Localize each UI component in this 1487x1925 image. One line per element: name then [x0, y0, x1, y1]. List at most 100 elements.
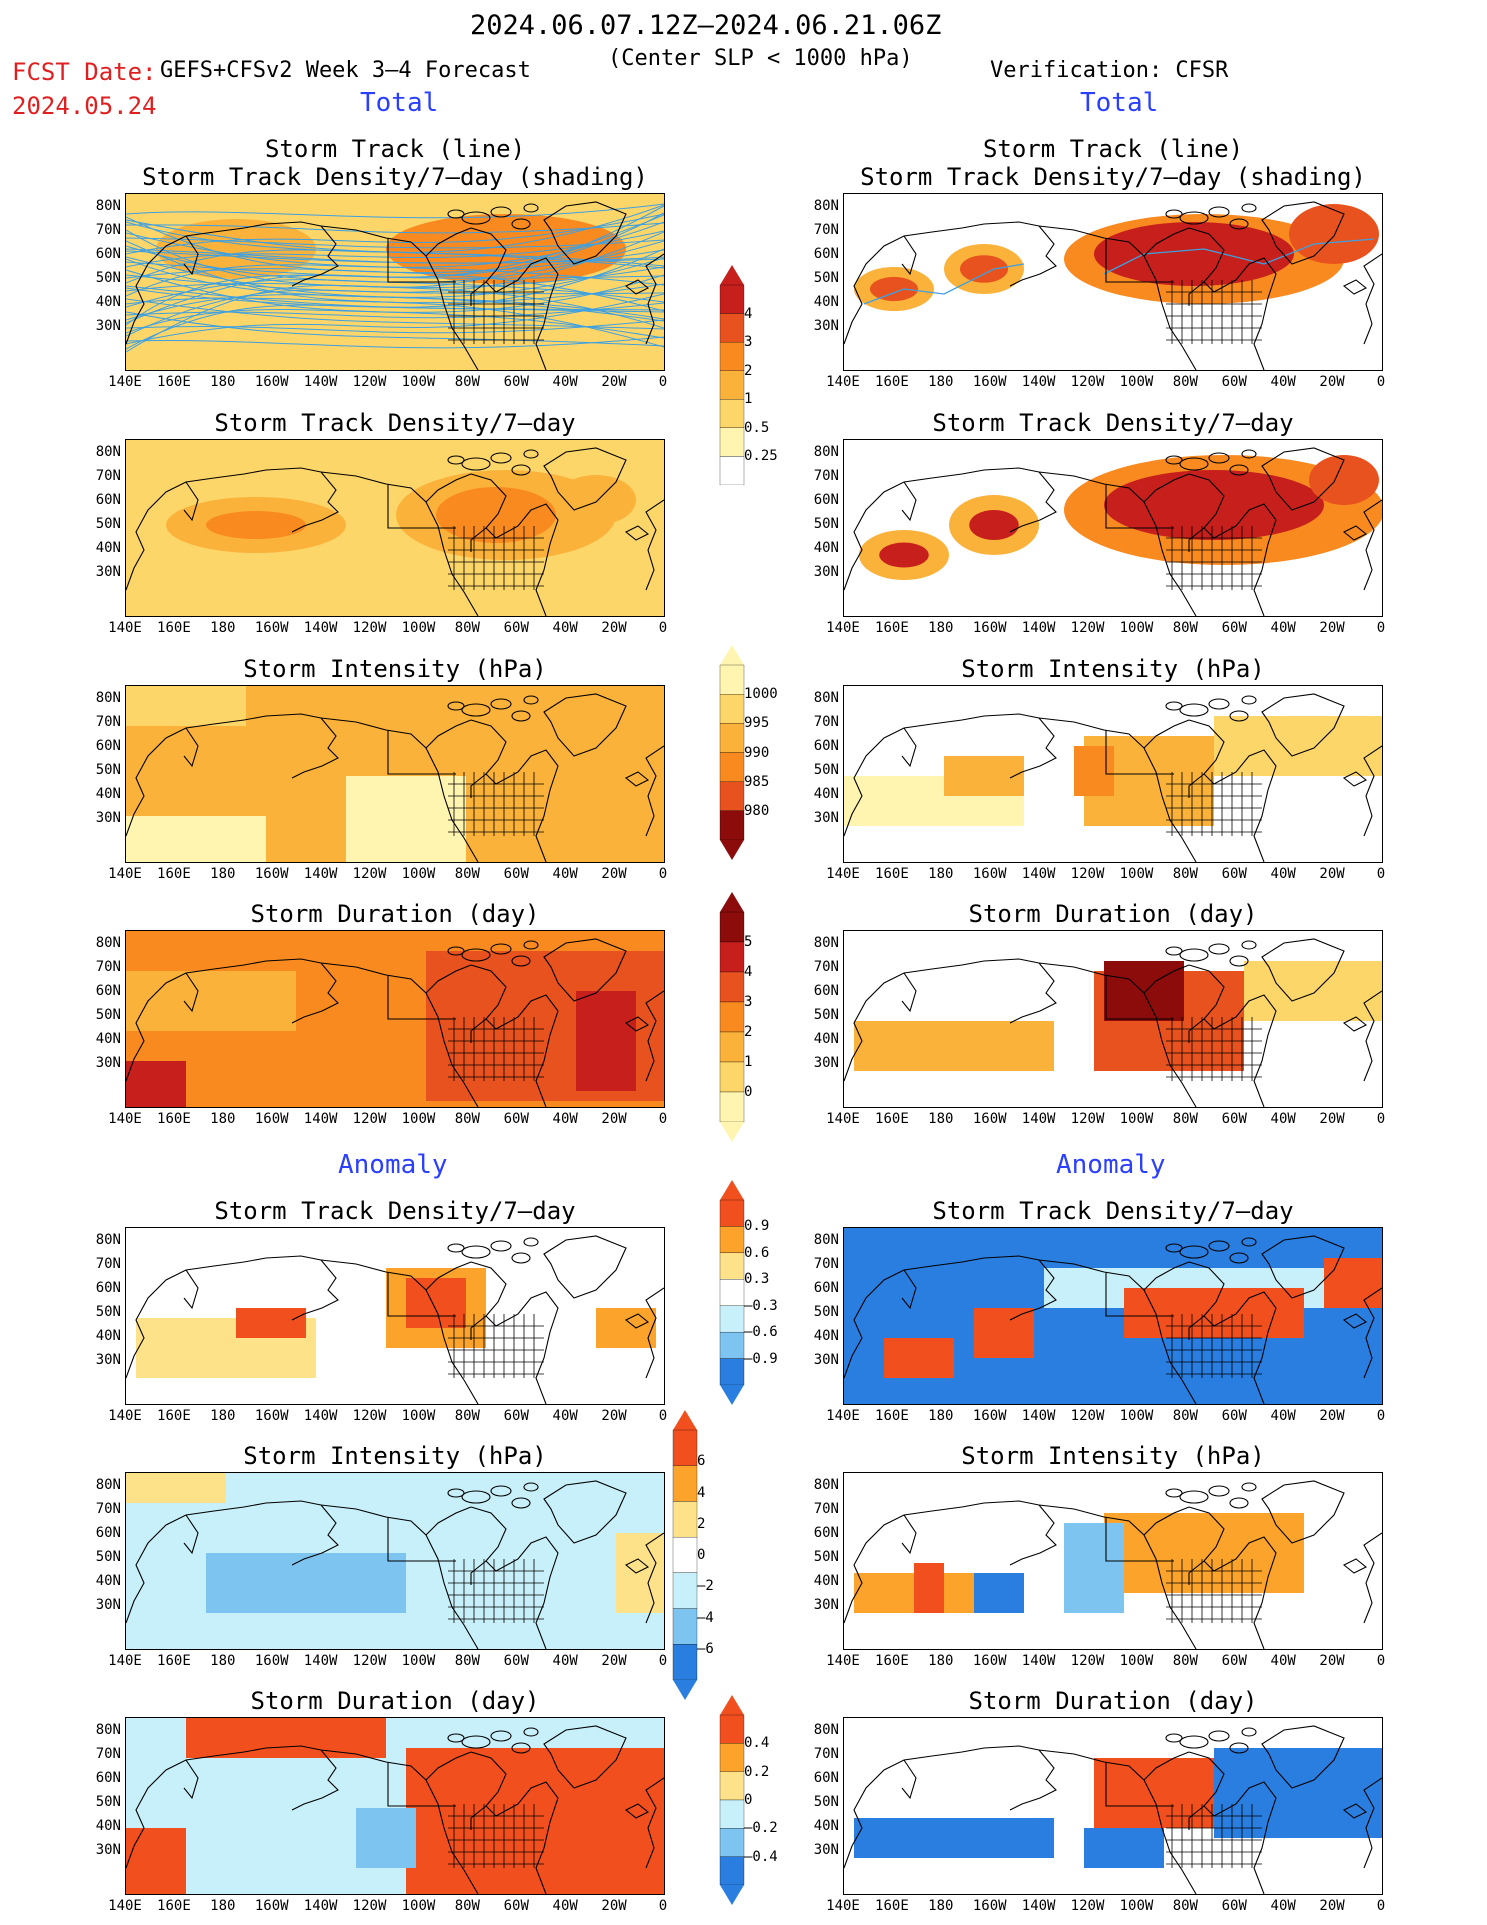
lon-label-100w: 100W [401, 1898, 436, 1914]
lon-label-140w: 140W [1021, 1111, 1056, 1127]
lon-label-120w: 120W [352, 1408, 387, 1424]
lon-label-180: 180 [928, 374, 954, 390]
panel-track-cfsr [843, 193, 1383, 371]
lat-label-50n: 50N [95, 1304, 121, 1320]
colorbar-intensity-total-seg-5 [719, 810, 745, 841]
cfsr-ai-neg [1064, 1523, 1124, 1613]
lon-label-100w: 100W [401, 374, 436, 390]
lon-label-40w: 40W [552, 1408, 578, 1424]
lon-label-140w: 140W [303, 1408, 338, 1424]
lon-label-120w: 120W [1070, 1111, 1105, 1127]
period-title: 2024.06.07.12Z–2024.06.21.06Z [470, 10, 942, 41]
lon-label-160e: 160E [875, 1111, 909, 1127]
colorbar-intensity-total-cap-top [720, 645, 744, 665]
dur-w [126, 971, 296, 1031]
lon-label-160w: 160W [254, 1898, 289, 1914]
lon-label-120w: 120W [352, 866, 387, 882]
lat-label-70n: 70N [813, 1501, 839, 1517]
lon-label-160e: 160E [875, 1898, 909, 1914]
lat-label-80n: 80N [813, 444, 839, 460]
colorbar-density-total-label: 0.25 [744, 448, 778, 465]
panel-duration-fcst-map [126, 931, 664, 1107]
lon-label-160e: 160E [875, 1653, 909, 1669]
colorbar-intensity-anom-seg-1 [672, 1465, 698, 1502]
colorbar-duration-total-label: 4 [744, 964, 753, 980]
lat-label-30n: 30N [95, 1055, 121, 1071]
lon-label-140e: 140E [108, 1111, 142, 1127]
lon-label-120w: 120W [1070, 620, 1105, 636]
lon-label-120w: 120W [352, 620, 387, 636]
cfsr-dur-pac [854, 1021, 1054, 1071]
lat-label-60n: 60N [95, 1525, 121, 1541]
lat-label-80n: 80N [813, 1232, 839, 1248]
lon-label-40w: 40W [1270, 374, 1296, 390]
colorbar-density-total-seg-0 [719, 284, 745, 314]
coastlines [126, 693, 664, 862]
title-anom-duration-right: Storm Duration (day) [968, 1687, 1258, 1715]
panel-duration-cfsr-map [844, 938, 1382, 1107]
lat-label-40n: 40N [813, 786, 839, 802]
colorbar-density-total-cap-top [720, 265, 744, 285]
lon-label-60w: 60W [1221, 1653, 1247, 1669]
cfsr-anom-pac2 [974, 1308, 1034, 1358]
lat-label-50n: 50N [813, 762, 839, 778]
lon-label-0: 0 [658, 1111, 668, 1127]
lon-label-140e: 140E [108, 620, 142, 636]
lon-label-120w: 120W [1070, 374, 1105, 390]
lon-label-140w: 140W [303, 374, 338, 390]
colorbar-duration-total [719, 892, 745, 1142]
colorbar-intensity-total-seg-3 [719, 752, 745, 782]
colorbar-density-total-seg-3 [719, 370, 745, 400]
lon-label-140e: 140E [826, 1898, 860, 1914]
coastlines [126, 938, 664, 1107]
lon-label-160e: 160E [157, 866, 191, 882]
lat-label-60n: 60N [813, 983, 839, 999]
lat-label-50n: 50N [95, 1549, 121, 1565]
lon-label-160w: 160W [254, 1653, 289, 1669]
title-anom-intensity-left: Storm Intensity (hPa) [243, 1442, 547, 1470]
lon-label-180: 180 [928, 1111, 954, 1127]
lon-label-140e: 140E [108, 866, 142, 882]
lat-label-80n: 80N [95, 690, 121, 706]
lon-label-100w: 100W [1119, 620, 1154, 636]
lat-label-70n: 70N [95, 1256, 121, 1272]
lat-label-30n: 30N [813, 564, 839, 580]
storm-tracks [126, 203, 664, 353]
lon-label-20w: 20W [601, 1408, 627, 1424]
cfsr-i-east [1214, 716, 1382, 776]
lon-label-0: 0 [658, 620, 668, 636]
lon-label-0: 0 [658, 1898, 668, 1914]
cfsr-i-core [1074, 746, 1114, 796]
panel-anom-intensity-fcst-map [126, 1473, 664, 1649]
lon-label-40w: 40W [552, 620, 578, 636]
lat-label-70n: 70N [813, 1746, 839, 1762]
colorbar-density-anom-seg-1 [719, 1226, 745, 1254]
colorbar-density-anom-seg-0 [719, 1199, 745, 1227]
panel-duration-fcst [125, 930, 665, 1108]
title-track-right-line-2: Storm Track Density/7–day (shading) [860, 163, 1366, 191]
coastlines [844, 1235, 1382, 1404]
colorbar-intensity-total-label: 1000 [744, 686, 778, 703]
lon-label-0: 0 [658, 1408, 668, 1424]
title-anom-density-right: Storm Track Density/7–day [932, 1197, 1294, 1225]
lon-label-60w: 60W [1221, 1408, 1247, 1424]
lat-label-70n: 70N [95, 1501, 121, 1517]
lon-label-80w: 80W [1172, 1111, 1198, 1127]
lon-label-0: 0 [1376, 1408, 1386, 1424]
panel-anom-intensity-cfsr-map [844, 1480, 1382, 1649]
lon-label-120w: 120W [1070, 1653, 1105, 1669]
lat-label-30n: 30N [95, 564, 121, 580]
lon-label-20w: 20W [601, 866, 627, 882]
lat-label-60n: 60N [813, 1770, 839, 1786]
dur-sw [126, 1061, 186, 1107]
lat-label-40n: 40N [95, 1818, 121, 1834]
coastlines [126, 447, 664, 616]
colorbar-density-anom-label: –0.6 [744, 1324, 778, 1341]
lon-label-180: 180 [928, 1653, 954, 1669]
colorbar-duration-anom-label: –0.4 [744, 1848, 778, 1865]
lon-label-100w: 100W [401, 1653, 436, 1669]
panel-track-fcst [125, 193, 665, 371]
lon-label-120w: 120W [352, 1653, 387, 1669]
title-track-left-line-1: Storm Track (line) [264, 135, 526, 163]
lon-label-40w: 40W [552, 374, 578, 390]
